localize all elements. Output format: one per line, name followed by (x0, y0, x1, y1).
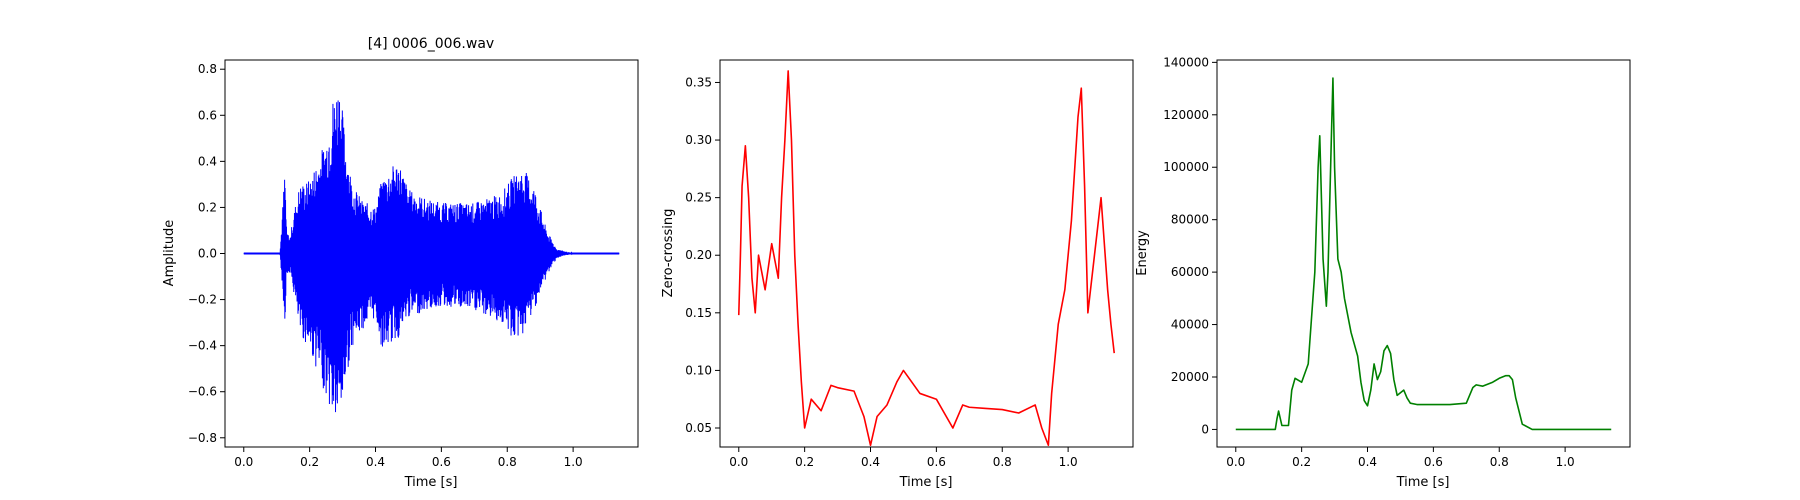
x-tick-label: 0.8 (993, 455, 1012, 469)
y-tick-label: 40000 (1171, 318, 1209, 332)
zero-crossing-panel: 0.0 0.2 0.4 0.6 0.8 1.0 0.050.100.150.200.250… (661, 59, 1134, 490)
x-tick-label: 0.0 (1226, 455, 1245, 469)
y-axis-label: Energy (1135, 230, 1150, 276)
series-layer (243, 100, 620, 413)
x-tick-label: 0.4 (1358, 455, 1377, 469)
x-axis-label: Time [s] (404, 475, 458, 490)
waveform-panel: [4] 0006_006.wav 0.0 0.2 0.4 0.6 0.8 1.0 −0.8… (162, 36, 639, 490)
x-tick-label: 0.0 (234, 455, 253, 469)
y-axis: −0.8 −0.6 −0.4 −0.2 0.0 0.2 0.4 0.6 0.8 (188, 62, 225, 445)
x-tick-label: 0.6 (432, 455, 451, 469)
y-tick-label: 0.6 (198, 108, 217, 122)
y-axis: 0.05 0.10 0.15 0.20 0.25 0.30 0.35 (685, 75, 720, 435)
y-tick-label: −0.2 (188, 293, 217, 307)
x-tick-label: 0.0 (729, 455, 748, 469)
y-tick-label: 20000 (1171, 370, 1209, 384)
y-tick-label: 0 (1201, 422, 1209, 436)
y-tick-label: 140000 (1163, 55, 1209, 69)
x-tick-label: 1.0 (1059, 455, 1078, 469)
x-tick-label: 1.0 (1556, 455, 1575, 469)
y-tick-label: 0.4 (198, 154, 217, 168)
x-tick-label: 0.6 (1424, 455, 1443, 469)
series-layer (1235, 77, 1612, 431)
waveform-line (243, 100, 620, 413)
y-axis-label: Zero-crossing (661, 209, 676, 298)
x-tick-label: 0.4 (861, 455, 880, 469)
x-tick-label: 0.8 (1490, 455, 1509, 469)
x-axis-label: Time [s] (1396, 475, 1450, 490)
x-axis-label: Time [s] (899, 475, 953, 490)
energy-panel: 0.0 0.2 0.4 0.6 0.8 1.0 0 20000 40000 60000 80000… (1135, 55, 1631, 490)
y-tick-label: 0.20 (685, 248, 712, 262)
y-tick-label: 60000 (1171, 265, 1209, 279)
y-tick-label: 0.05 (685, 421, 712, 435)
y-axis-label: Amplitude (162, 220, 177, 287)
x-axis: 0.0 0.2 0.4 0.6 0.8 1.0 (234, 447, 583, 469)
x-tick-label: 0.6 (927, 455, 946, 469)
x-tick-label: 0.8 (498, 455, 517, 469)
y-tick-label: 0.2 (198, 200, 217, 214)
y-tick-label: 80000 (1171, 213, 1209, 227)
y-tick-label: 120000 (1163, 108, 1209, 122)
y-tick-label: 0.8 (198, 62, 217, 76)
x-tick-label: 0.2 (1292, 455, 1311, 469)
y-tick-label: 0.25 (685, 191, 712, 205)
y-tick-label: 100000 (1163, 160, 1209, 174)
y-tick-label: 0.30 (685, 133, 712, 147)
y-tick-label: 0.0 (198, 247, 217, 261)
y-axis: 0 20000 40000 60000 80000 100000 120000 140000 (1163, 55, 1217, 436)
y-tick-label: 0.35 (685, 75, 712, 89)
y-tick-label: −0.6 (188, 385, 217, 399)
plot-frame (1216, 59, 1631, 448)
y-tick-label: −0.4 (188, 339, 217, 353)
series-line (1235, 77, 1612, 431)
x-tick-label: 0.2 (300, 455, 319, 469)
x-axis: 0.0 0.2 0.4 0.6 0.8 1.0 (1226, 447, 1575, 469)
x-axis: 0.0 0.2 0.4 0.6 0.8 1.0 (729, 447, 1078, 469)
y-tick-label: −0.8 (188, 431, 217, 445)
x-tick-label: 1.0 (564, 455, 583, 469)
plot-frame (719, 59, 1134, 448)
chart-title: [4] 0006_006.wav (368, 36, 494, 52)
y-tick-label: 0.10 (685, 363, 712, 377)
series-line (737, 70, 1116, 447)
y-tick-label: 0.15 (685, 306, 712, 320)
x-tick-label: 0.2 (795, 455, 814, 469)
series-layer (737, 70, 1116, 447)
x-tick-label: 0.4 (366, 455, 385, 469)
